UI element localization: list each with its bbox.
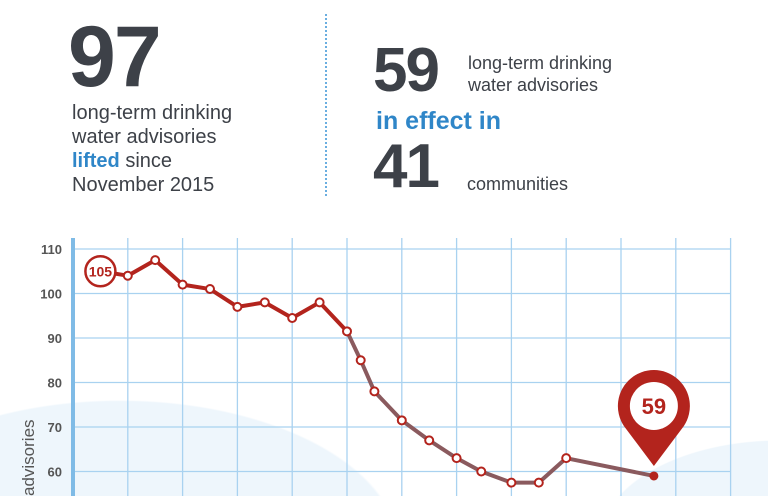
- lifted-line1: long-term drinking: [72, 102, 233, 124]
- lifted-line2: water advisories: [72, 126, 217, 148]
- data-point: [232, 301, 243, 312]
- data-point: [342, 326, 352, 337]
- y-axis-label: advisories: [19, 419, 38, 496]
- data-point: [287, 312, 298, 323]
- communities-label: communities: [467, 174, 569, 194]
- data-point: [451, 453, 462, 464]
- data-point: [533, 477, 544, 488]
- communities-count: 41: [373, 132, 440, 201]
- data-point: [205, 284, 215, 295]
- lifted-description: long-term drinking water advisories lift…: [72, 101, 232, 197]
- data-point: [424, 435, 435, 446]
- start-value-label: 105: [89, 263, 113, 279]
- advisories-line-chart: 60 70 80 90 100 110 105 59: [40, 238, 732, 496]
- data-point: [369, 386, 380, 397]
- end-value-label: 59: [642, 394, 666, 419]
- in-effect-description: long-term drinking water advisories: [468, 52, 612, 96]
- data-point: [355, 355, 366, 366]
- data-point: [259, 297, 270, 308]
- start-value-badge: [84, 255, 117, 288]
- y-tick-label: 80: [48, 376, 62, 391]
- series-line-lower: [345, 330, 655, 485]
- in-effect-count: 59: [373, 36, 440, 105]
- in-effect-line1: long-term drinking: [468, 53, 613, 73]
- y-tick-label: 100: [40, 287, 62, 302]
- y-tick-label: 60: [48, 465, 62, 480]
- in-effect-line2: water advisories: [468, 75, 599, 95]
- lifted-line4: November 2015: [72, 174, 215, 196]
- lifted-since: since: [119, 150, 173, 172]
- y-tick-label: 110: [41, 242, 62, 257]
- data-point: [122, 270, 133, 281]
- data-point: [314, 297, 325, 308]
- in-effect-highlight: in effect in: [376, 107, 502, 135]
- y-tick-label: 90: [48, 331, 62, 346]
- series-line-upper: [100, 258, 349, 333]
- pin-inner-circle: [629, 381, 678, 430]
- lifted-line3: lifted since: [72, 149, 232, 173]
- data-point: [561, 453, 572, 464]
- data-point: [396, 415, 407, 426]
- data-point: [476, 466, 487, 477]
- data-point: [150, 255, 161, 266]
- lifted-count: 97: [68, 9, 162, 105]
- data-point: [177, 279, 188, 290]
- end-data-point: [649, 471, 659, 481]
- y-tick-label: 70: [48, 420, 62, 435]
- dotted-divider: [325, 14, 327, 196]
- lifted-highlight: lifted: [72, 150, 120, 172]
- data-point: [506, 477, 517, 488]
